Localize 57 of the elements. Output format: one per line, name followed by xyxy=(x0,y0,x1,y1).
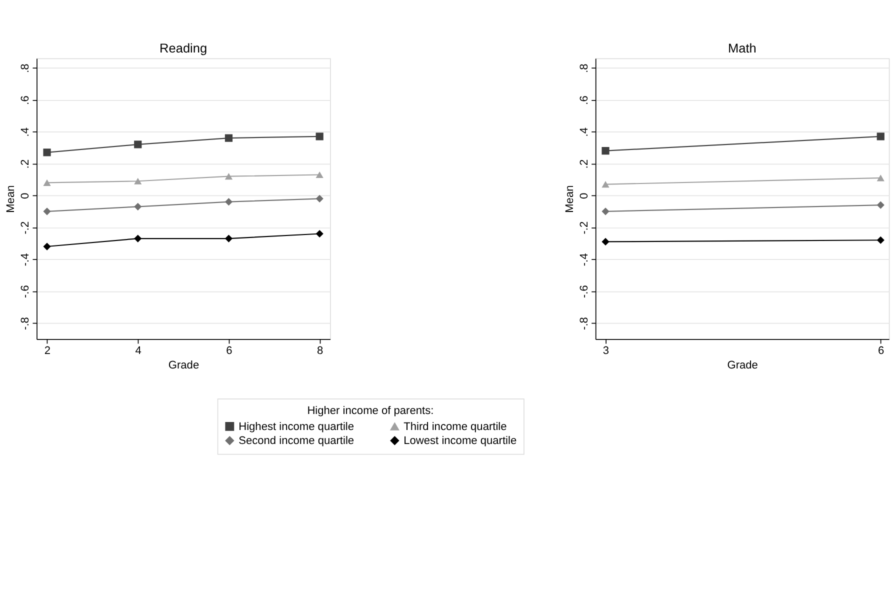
y-tick-label: -.2 xyxy=(19,221,32,234)
point xyxy=(134,140,142,148)
point xyxy=(43,208,51,216)
legend-label: Third income quartile xyxy=(404,420,507,433)
x-tick-label: 3 xyxy=(602,344,610,357)
y-tick-label: .8 xyxy=(578,64,590,73)
y-tick-label: -.2 xyxy=(578,221,590,234)
y-tick-label: -.8 xyxy=(578,317,590,330)
point xyxy=(602,147,610,155)
legend-label: Second income quartile xyxy=(238,435,354,448)
y-tick-label: -.4 xyxy=(578,253,590,266)
y-tick-label: .4 xyxy=(578,127,590,137)
x-tick-label: 6 xyxy=(226,344,232,357)
point xyxy=(224,234,233,242)
y-axis-title: Mean xyxy=(5,185,18,213)
point xyxy=(134,178,142,184)
point xyxy=(224,198,233,206)
point xyxy=(224,173,233,180)
y-tick-label: .6 xyxy=(578,96,590,105)
y-tick-label: .4 xyxy=(19,127,32,137)
y-tick-label: .2 xyxy=(578,159,590,169)
legend-label: Lowest income quartile xyxy=(404,435,517,448)
y-tick-label: 0 xyxy=(578,192,590,199)
chart-title: Math xyxy=(728,40,756,56)
point xyxy=(602,208,610,216)
y-tick-label: -.8 xyxy=(19,317,32,330)
y-tick-label: 0 xyxy=(19,192,32,199)
point xyxy=(134,202,142,210)
x-axis-title: Grade xyxy=(727,359,758,372)
point xyxy=(876,236,884,244)
point xyxy=(43,148,51,156)
point xyxy=(316,230,324,238)
point xyxy=(43,242,51,250)
y-tick-label: -.4 xyxy=(19,253,32,266)
x-tick-label: 6 xyxy=(878,344,884,357)
x-tick-label: 8 xyxy=(316,344,324,357)
y-tick-label: -.6 xyxy=(578,285,590,298)
point xyxy=(316,194,324,202)
x-axis-title: Grade xyxy=(168,359,200,372)
chart-title: Reading xyxy=(160,40,208,56)
y-tick-label: -.6 xyxy=(19,285,32,298)
point xyxy=(602,238,610,246)
legend-title: Higher income of parents: xyxy=(307,404,434,417)
point xyxy=(316,132,324,140)
x-tick-label: 4 xyxy=(135,344,142,357)
point xyxy=(134,234,142,242)
x-tick-label: 2 xyxy=(44,344,51,357)
point xyxy=(876,132,884,140)
point xyxy=(43,179,51,186)
legend-label: Highest income quartile xyxy=(238,420,354,433)
point xyxy=(876,201,884,209)
y-tick-label: .6 xyxy=(19,96,32,105)
point xyxy=(224,134,233,142)
y-axis-title: Mean xyxy=(564,185,576,213)
point xyxy=(316,171,324,178)
y-tick-label: .8 xyxy=(19,64,32,73)
y-tick-label: .2 xyxy=(19,159,32,169)
